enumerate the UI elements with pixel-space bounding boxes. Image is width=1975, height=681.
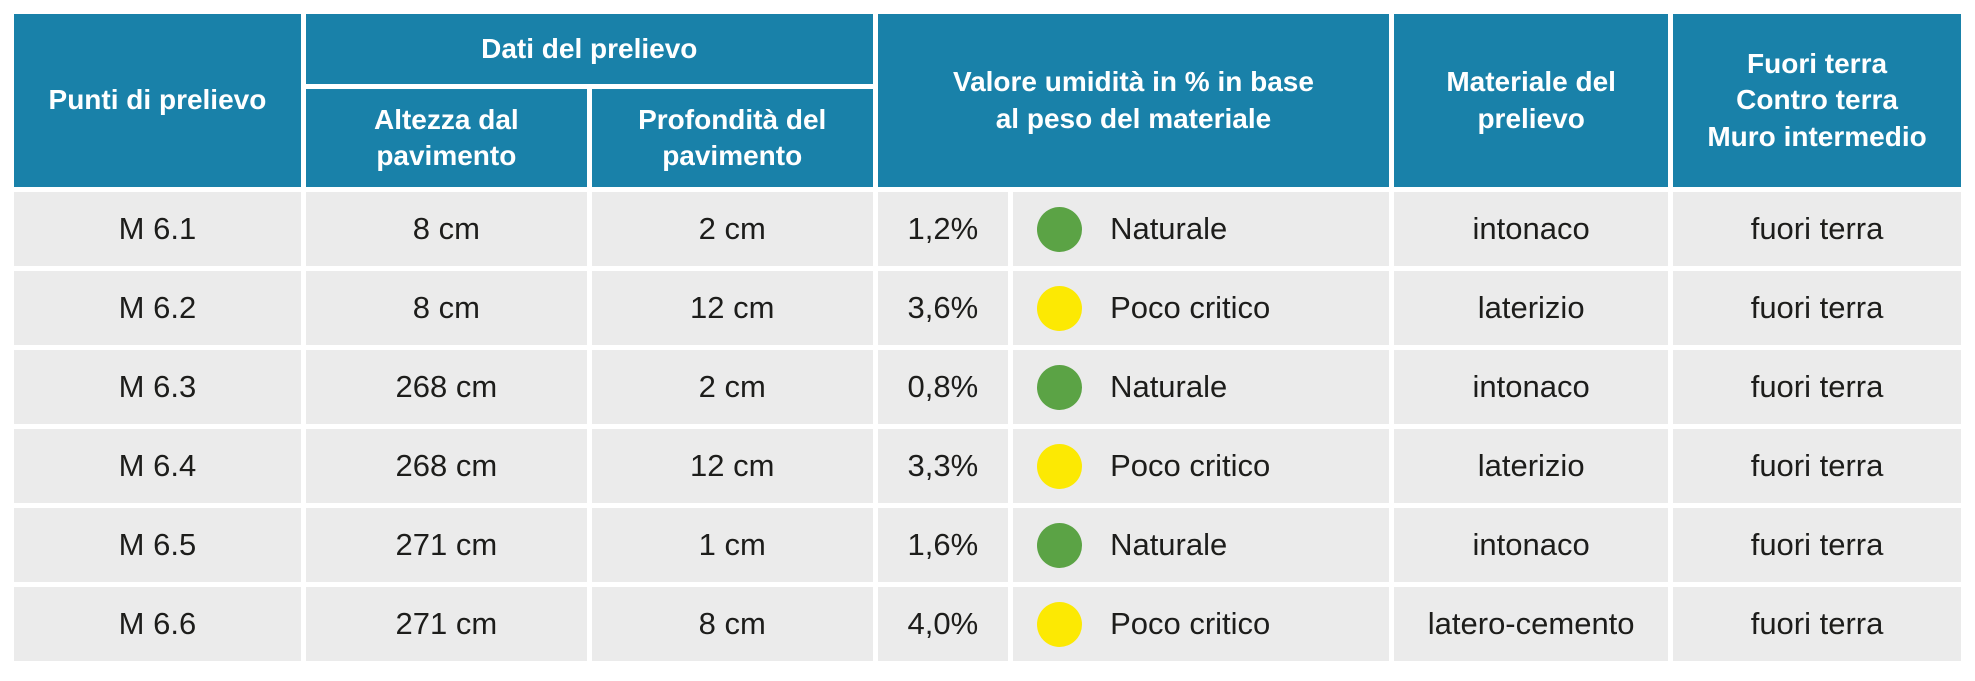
cell-stato: Naturale	[1013, 508, 1390, 582]
cell-stato: Poco critico	[1013, 271, 1390, 345]
header-valore-umidita-line2: al peso del materiale	[995, 102, 1272, 134]
cell-profondita: 12 cm	[591, 429, 873, 503]
cell-posizione: fuori terra	[1673, 350, 1961, 424]
status-label: Naturale	[1110, 211, 1228, 246]
status-dot-icon	[1037, 364, 1083, 410]
cell-materiale: latero-cemento	[1394, 587, 1669, 661]
status-dot-icon	[1037, 206, 1083, 252]
cell-umidita: 3,3%	[877, 429, 1009, 503]
header-altezza-line2: pavimento	[376, 140, 517, 171]
cell-posizione: fuori terra	[1673, 508, 1961, 582]
humidity-table: Punti di prelievo Dati del prelievo Valo…	[9, 9, 1966, 666]
cell-stato: Poco critico	[1013, 429, 1390, 503]
cell-altezza: 268 cm	[305, 429, 587, 503]
header-materiale-line1: Materiale del	[1446, 66, 1616, 98]
cell-posizione: fuori terra	[1673, 271, 1961, 345]
cell-punto: M 6.2	[14, 271, 301, 345]
cell-materiale: intonaco	[1394, 508, 1669, 582]
cell-altezza: 8 cm	[305, 192, 587, 266]
table-row: M 6.5 271 cm 1 cm 1,6% Naturale intonaco…	[14, 508, 1961, 582]
status-label: Poco critico	[1110, 606, 1271, 641]
cell-posizione: fuori terra	[1673, 587, 1961, 661]
cell-altezza: 271 cm	[305, 587, 587, 661]
table-row: M 6.1 8 cm 2 cm 1,2% Naturale intonaco f…	[14, 192, 1961, 266]
status-label: Naturale	[1110, 527, 1228, 562]
header-altezza-line1: Altezza dal	[373, 103, 519, 135]
cell-materiale: laterizio	[1394, 429, 1669, 503]
cell-posizione: fuori terra	[1673, 429, 1961, 503]
table-row: M 6.6 271 cm 8 cm 4,0% Poco critico late…	[14, 587, 1961, 661]
header-materiale-line2: prelievo	[1477, 102, 1585, 134]
cell-profondita: 12 cm	[591, 271, 873, 345]
status-dot-icon	[1037, 285, 1083, 331]
header-altezza-dal-pavimento: Altezza dal pavimento	[305, 89, 587, 187]
cell-materiale: laterizio	[1394, 271, 1669, 345]
cell-stato: Poco critico	[1013, 587, 1390, 661]
header-posizione: Fuori terra Contro terra Muro intermedio	[1673, 14, 1961, 187]
status-dot-icon	[1037, 522, 1083, 568]
header-materiale-del-prelievo: Materiale del prelievo	[1394, 14, 1669, 187]
cell-materiale: intonaco	[1394, 192, 1669, 266]
cell-umidita: 0,8%	[877, 350, 1009, 424]
cell-profondita: 1 cm	[591, 508, 873, 582]
cell-punto: M 6.4	[14, 429, 301, 503]
header-row-sub: Altezza dal pavimento Profondità del pav…	[14, 89, 1961, 187]
status-label: Poco critico	[1110, 448, 1271, 483]
table-row: M 6.4 268 cm 12 cm 3,3% Poco critico lat…	[14, 429, 1961, 503]
header-valore-umidita: Valore umidità in % in base al peso del …	[877, 14, 1390, 187]
cell-profondita: 2 cm	[591, 350, 873, 424]
cell-punto: M 6.6	[14, 587, 301, 661]
header-profondita-del-pavimento: Profondità del pavimento	[591, 89, 873, 187]
table-row: M 6.2 8 cm 12 cm 3,6% Poco critico later…	[14, 271, 1961, 345]
cell-umidita: 1,2%	[877, 192, 1009, 266]
status-label: Naturale	[1110, 369, 1228, 404]
cell-altezza: 268 cm	[305, 350, 587, 424]
table-row: M 6.3 268 cm 2 cm 0,8% Naturale intonaco…	[14, 350, 1961, 424]
cell-umidita: 3,6%	[877, 271, 1009, 345]
status-label: Poco critico	[1110, 290, 1271, 325]
cell-punto: M 6.1	[14, 192, 301, 266]
header-row-top: Punti di prelievo Dati del prelievo Valo…	[14, 14, 1961, 187]
header-dati-del-prelievo: Dati del prelievo	[305, 14, 873, 84]
status-dot-icon	[1037, 443, 1083, 489]
cell-umidita: 1,6%	[877, 508, 1009, 582]
header-posizione-line2: Contro terra	[1736, 84, 1898, 116]
cell-posizione: fuori terra	[1673, 192, 1961, 266]
header-posizione-line1: Fuori terra	[1747, 47, 1888, 79]
cell-altezza: 271 cm	[305, 508, 587, 582]
cell-stato: Naturale	[1013, 192, 1390, 266]
cell-materiale: intonaco	[1394, 350, 1669, 424]
header-posizione-line3: Muro intermedio	[1707, 120, 1927, 152]
cell-punto: M 6.5	[14, 508, 301, 582]
header-punti-di-prelievo: Punti di prelievo	[14, 14, 301, 187]
cell-altezza: 8 cm	[305, 271, 587, 345]
cell-umidita: 4,0%	[877, 587, 1009, 661]
cell-profondita: 8 cm	[591, 587, 873, 661]
header-valore-umidita-line1: Valore umidità in % in base	[952, 66, 1314, 98]
header-profondita-line1: Profondità del	[638, 103, 827, 135]
cell-stato: Naturale	[1013, 350, 1390, 424]
cell-punto: M 6.3	[14, 350, 301, 424]
header-profondita-line2: pavimento	[662, 140, 803, 171]
status-dot-icon	[1037, 601, 1083, 647]
cell-profondita: 2 cm	[591, 192, 873, 266]
